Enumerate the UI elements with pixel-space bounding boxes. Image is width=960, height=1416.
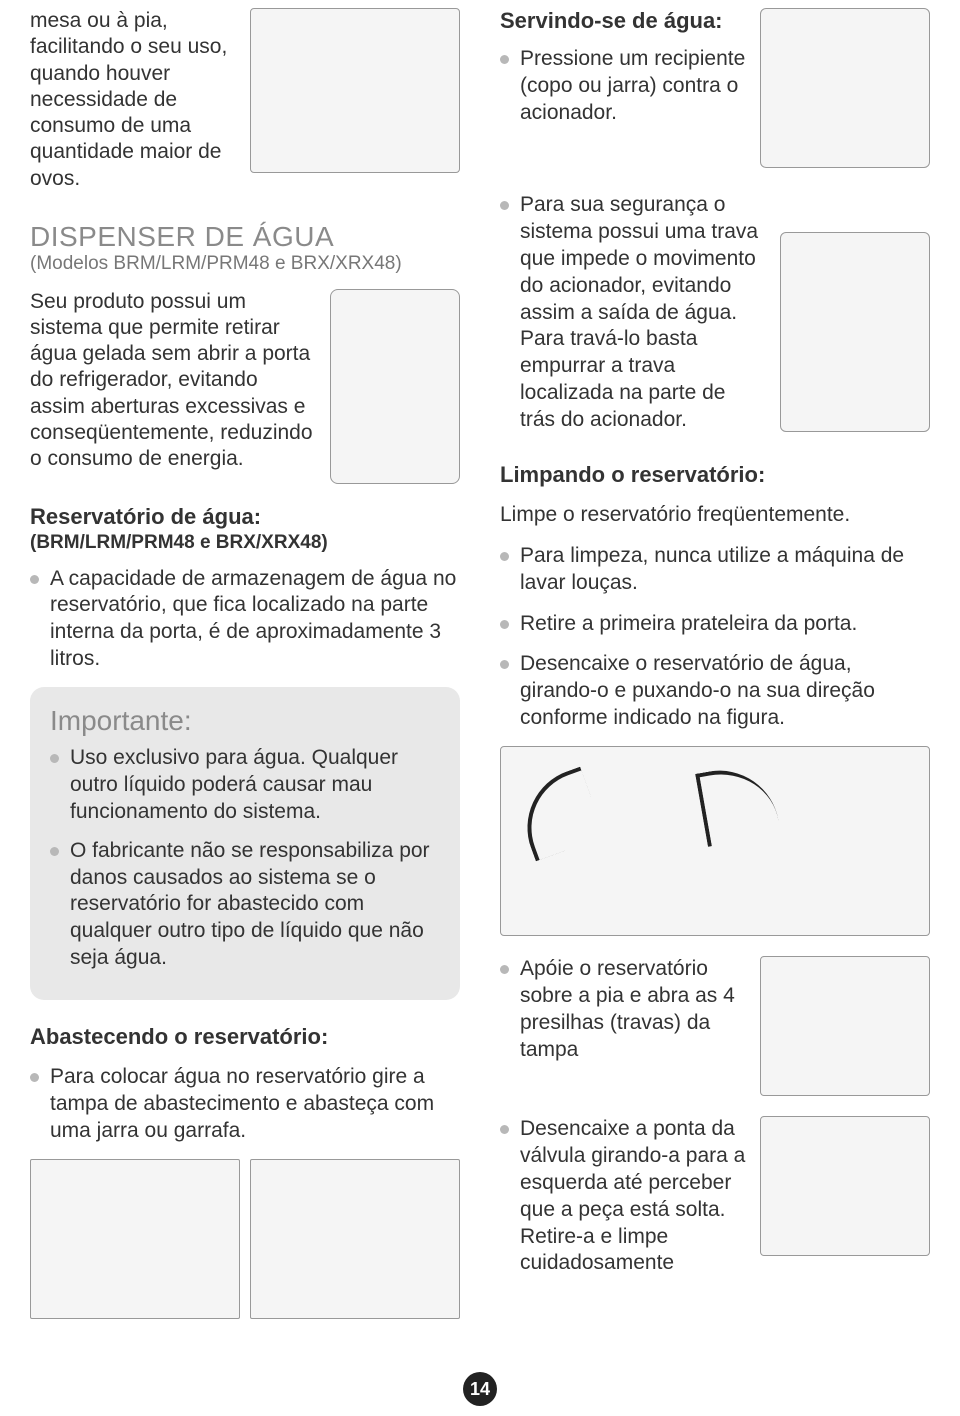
list-item: A capacidade de armazenagem de água no r…	[30, 566, 460, 674]
dispenser-body: Seu produto possui um sistema que permit…	[30, 289, 318, 484]
heading-limpando: Limpando o reservatório:	[500, 462, 930, 488]
servindo-left: Servindo-se de água: Pressione um recipi…	[500, 8, 746, 168]
step-valvula-list: Desencaixe a ponta da válvula girando-a …	[500, 1116, 746, 1277]
limpando-lead: Limpe o reservatório freqüentemente.	[500, 502, 930, 529]
list-item: Retire a primeira prateleira da porta.	[500, 611, 930, 638]
figure-egg-tray	[250, 8, 460, 173]
servindo-block: Servindo-se de água: Pressione um recipi…	[500, 8, 930, 168]
figure-refill-row	[30, 1159, 460, 1319]
importante-list: Uso exclusivo para água. Qualquer outro …	[50, 745, 440, 972]
page-number: 14	[470, 1379, 490, 1400]
step-valvula-text-wrap: Desencaixe a ponta da válvula girando-a …	[500, 1116, 746, 1291]
step-apoie-list: Apóie o reservatório sobre a pia e abra …	[500, 956, 746, 1064]
right-column: Servindo-se de água: Pressione um recipi…	[500, 8, 930, 1319]
list-item: Apóie o reservatório sobre a pia e abra …	[500, 956, 746, 1064]
heading-reservatorio-models: (BRM/LRM/PRM48 e BRX/XRX48)	[30, 532, 460, 554]
list-item: Desencaixe o reservatório de água, giran…	[500, 651, 930, 732]
lock-list: Para sua segurança o sistema possui uma …	[500, 192, 766, 434]
page-number-badge: 14	[463, 1372, 497, 1406]
importante-title: Importante:	[50, 705, 440, 737]
lock-block: Para sua segurança o sistema possui uma …	[500, 192, 930, 448]
reservatorio-list: A capacidade de armazenagem de água no r…	[30, 566, 460, 674]
heading-abastecendo: Abastecendo o reservatório:	[30, 1024, 460, 1050]
heading-servindo: Servindo-se de água:	[500, 8, 746, 34]
page-content: mesa ou à pia, facilitando o seu uso, qu…	[30, 8, 930, 1319]
dispenser-block: Seu produto possui um sistema que permit…	[30, 289, 460, 484]
servindo-list: Pressione um recipiente (copo ou jarra) …	[500, 46, 746, 127]
left-column: mesa ou à pia, facilitando o seu uso, qu…	[30, 8, 460, 1319]
list-item: O fabricante não se responsabiliza por d…	[50, 838, 440, 972]
list-item: Pressione um recipiente (copo ou jarra) …	[500, 46, 746, 127]
list-item: Uso exclusivo para água. Qualquer outro …	[50, 745, 440, 826]
limpando-list: Para limpeza, nunca utilize a máquina de…	[500, 543, 930, 732]
figure-refill-right	[250, 1159, 460, 1319]
intro-text: mesa ou à pia, facilitando o seu uso, qu…	[30, 8, 240, 192]
figure-lock-lever	[780, 232, 930, 432]
step-valvula-block: Desencaixe a ponta da válvula girando-a …	[500, 1116, 930, 1291]
figure-turn-valve	[760, 1116, 930, 1256]
importante-callout: Importante: Uso exclusivo para água. Qua…	[30, 687, 460, 1000]
step-apoie-text-wrap: Apóie o reservatório sobre a pia e abra …	[500, 956, 746, 1096]
list-item: Desencaixe a ponta da válvula girando-a …	[500, 1116, 746, 1277]
list-item: Para colocar água no reservatório gire a…	[30, 1064, 460, 1145]
abastecendo-list: Para colocar água no reservatório gire a…	[30, 1064, 460, 1145]
list-item: Para sua segurança o sistema possui uma …	[500, 192, 766, 434]
figure-dispenser-panel	[330, 289, 460, 484]
step-apoie-block: Apóie o reservatório sobre a pia e abra …	[500, 956, 930, 1096]
intro-block: mesa ou à pia, facilitando o seu uso, qu…	[30, 8, 460, 192]
heading-dispenser: DISPENSER DE ÁGUA	[30, 222, 460, 253]
heading-dispenser-models: (Modelos BRM/LRM/PRM48 e BRX/XRX48)	[30, 253, 460, 275]
figure-remove-reservoir	[500, 746, 930, 936]
lock-text-wrap: Para sua segurança o sistema possui uma …	[500, 192, 766, 448]
figure-press-cup	[760, 8, 930, 168]
heading-reservatorio: Reservatório de água:	[30, 504, 460, 530]
list-item: Para limpeza, nunca utilize a máquina de…	[500, 543, 930, 597]
figure-refill-left	[30, 1159, 240, 1319]
figure-open-clips	[760, 956, 930, 1096]
